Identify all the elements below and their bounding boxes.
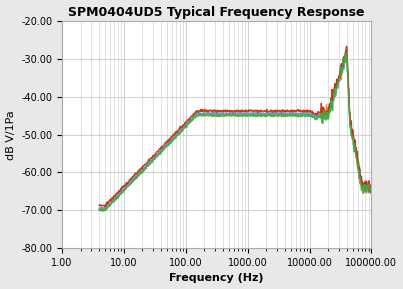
Title: SPM0404UD5 Typical Frequency Response: SPM0404UD5 Typical Frequency Response (69, 5, 365, 18)
X-axis label: Frequency (Hz): Frequency (Hz) (169, 273, 264, 284)
Y-axis label: dB V/1Pa: dB V/1Pa (6, 110, 16, 160)
